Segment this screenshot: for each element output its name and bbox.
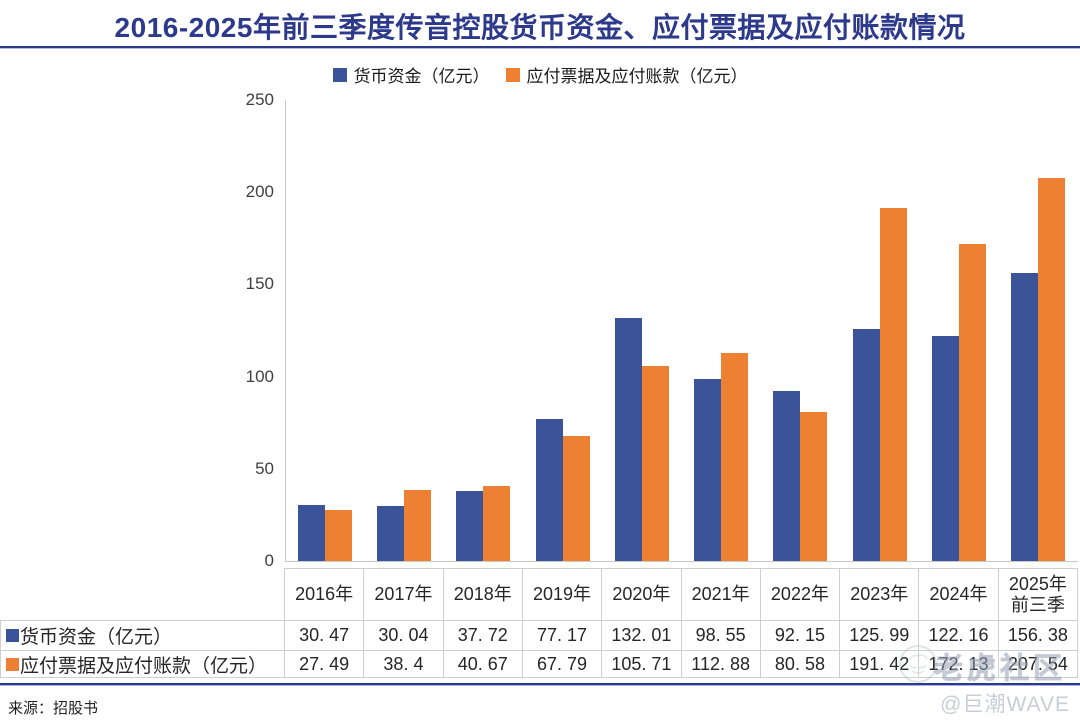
table-cell-r1-c8: 172. 13	[919, 651, 999, 678]
bar-series0-2024年	[932, 335, 959, 561]
table-header-2017年: 2017年	[364, 568, 444, 621]
table-header-2023年: 2023年	[840, 568, 920, 621]
table-corner-cell	[0, 568, 285, 621]
bar-series0-2017年	[376, 505, 404, 561]
y-tick-label-0: 0	[264, 551, 274, 570]
table-row-label-0: 货币资金（亿元）	[0, 621, 285, 651]
table-cell-r1-c7: 191. 42	[840, 651, 920, 678]
bar-series1-2023年	[879, 208, 907, 561]
table-cell-r1-c2: 40. 67	[443, 651, 523, 678]
bar-series1-2021年	[721, 352, 749, 561]
table-cell-r1-c5: 112. 88	[681, 651, 761, 678]
bar-series0-2022年	[773, 391, 801, 561]
legend-label: 应付票据及应付账款（亿元）	[526, 67, 748, 86]
bar-series0-2021年	[694, 379, 722, 561]
table-header-2022年: 2022年	[760, 568, 841, 621]
bar-series0-2023年	[852, 328, 880, 561]
bar-series0-2025年前三季	[1011, 272, 1039, 561]
legend-label: 货币资金（亿元）	[353, 67, 490, 86]
credit-watermark: @巨潮WAVE	[940, 693, 1070, 716]
table-cell-r1-c3: 67. 79	[522, 651, 603, 678]
page-title: 2016-2025年前三季度传音控股货币资金、应付票据及应付账款情况	[114, 12, 966, 43]
table-cell-r1-c9: 207. 54	[998, 651, 1078, 678]
row-swatch-icon	[6, 629, 19, 642]
table-header-2018年: 2018年	[443, 568, 523, 621]
legend-swatch-blue-icon	[332, 67, 347, 82]
table-cell-r0-c2: 37. 72	[443, 621, 523, 651]
bar-series0-2018年	[456, 491, 484, 561]
y-tick-label-100: 100	[245, 366, 274, 386]
row-label-text: 货币资金（亿元）	[20, 627, 173, 648]
table-header-2021年: 2021年	[681, 568, 761, 621]
source-note: 来源：招股书	[8, 700, 99, 717]
row-label-text: 应付票据及应付账款（亿元）	[20, 655, 268, 677]
bar-series0-2016年	[297, 504, 325, 561]
table-cell-r0-c6: 92. 15	[760, 621, 841, 651]
table-cell-r1-c4: 105. 71	[602, 651, 682, 678]
table-cell-r0-c0: 30. 47	[285, 621, 365, 651]
footer-divider	[0, 683, 1080, 686]
bar-series0-2019年	[535, 418, 563, 561]
table-cell-r0-c4: 132. 01	[602, 621, 682, 651]
x-axis-line	[285, 561, 1078, 562]
table-cell-r1-c1: 38. 4	[364, 651, 444, 678]
data-table: 2016年 2017年 2018年 2019年 2020年 2021年 2022年 2023年…	[0, 568, 1078, 678]
table-cell-r0-c7: 125. 99	[840, 621, 920, 651]
table-row-label-1: 应付票据及应付账款（亿元）	[0, 651, 285, 678]
chart-legend: 货币资金（亿元） 应付票据及应付账款（亿元）	[0, 62, 1080, 87]
table-header-2019年: 2019年	[522, 568, 603, 621]
table-header-2025年前三季: 2025年 前三季	[998, 568, 1078, 621]
bar-series0-2020年	[614, 317, 642, 561]
y-tick-label-150: 150	[245, 274, 274, 294]
bar-series1-2018年	[483, 486, 511, 561]
table-cell-r0-c9: 156. 38	[998, 621, 1078, 651]
table-cell-r1-c0: 27. 49	[285, 651, 365, 678]
table-header-2016年: 2016年	[285, 568, 365, 621]
bar-series1-2022年	[800, 412, 828, 561]
table-cell-r0-c1: 30. 04	[364, 621, 444, 651]
table-cell-r0-c3: 77. 17	[522, 621, 603, 651]
y-tick-label-50: 50	[255, 458, 274, 478]
y-tick-label-200: 200	[245, 182, 274, 202]
table-header-2024年: 2024年	[919, 568, 999, 621]
table-header-2020年: 2020年	[602, 568, 682, 621]
table-cell-r0-c5: 98. 55	[681, 621, 761, 651]
bar-series1-2024年	[959, 243, 986, 561]
y-tick-label-250: 250	[245, 90, 274, 109]
title-underline	[0, 46, 1080, 49]
bar-series1-2016年	[324, 510, 352, 561]
bar-series1-2017年	[403, 490, 431, 561]
legend-item-payables: 应付票据及应付账款（亿元）	[505, 62, 748, 87]
row-swatch-icon	[6, 657, 19, 671]
table-cell-r0-c8: 122. 16	[919, 621, 999, 651]
bar-series1-2025年前三季	[1038, 178, 1066, 561]
bar-series1-2019年	[562, 436, 590, 561]
bar-series1-2020年	[641, 366, 669, 561]
legend-swatch-orange-icon	[505, 67, 520, 82]
table-cell-r1-c6: 80. 58	[760, 651, 841, 678]
legend-item-monetary-funds: 货币资金（亿元）	[332, 62, 490, 87]
y-axis-line	[285, 100, 286, 561]
